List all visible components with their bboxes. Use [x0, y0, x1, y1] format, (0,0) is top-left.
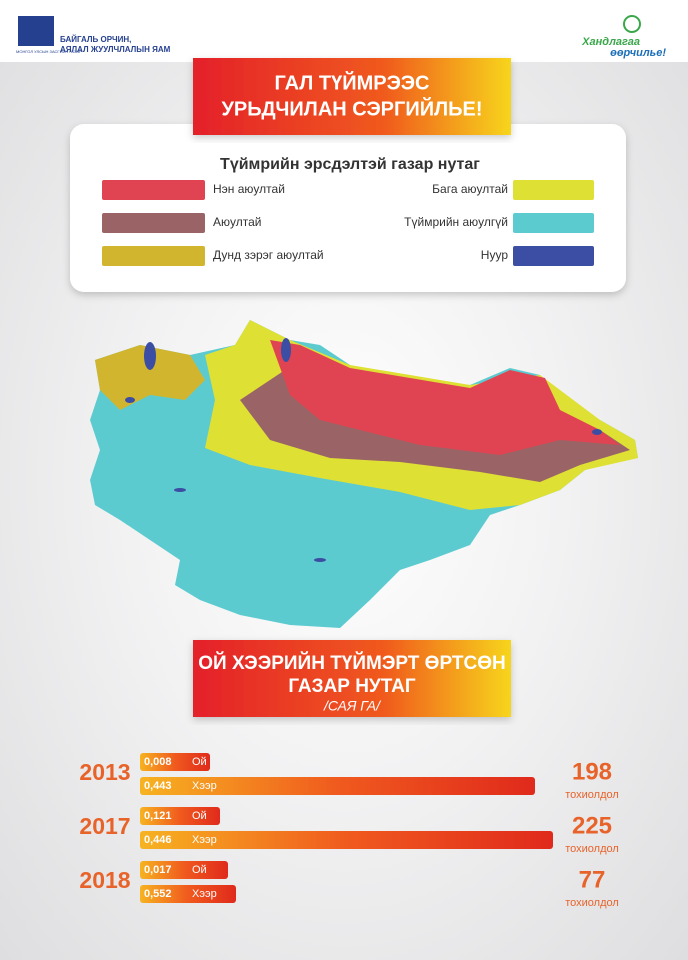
legend-swatch — [102, 246, 205, 266]
bar-label: Хээр — [192, 834, 217, 846]
bar — [140, 753, 210, 771]
legend-label: Дунд зэрэг аюултай — [213, 248, 324, 262]
legend-label: Түймрийн аюулгүй — [404, 215, 508, 229]
bar — [140, 861, 228, 879]
bar-label: Хээр — [192, 780, 217, 792]
year: 2018 — [79, 867, 130, 893]
banner-title: ГАЗАР НУТАГ — [288, 676, 416, 697]
banner-title: ГАЛ ТҮЙМРЭЭС — [275, 70, 430, 94]
legend-swatch — [102, 213, 205, 233]
map-region — [95, 345, 205, 410]
year: 2017 — [79, 813, 130, 839]
legend-title: Түймрийн эрсдэлтэй газар нутаг — [220, 156, 480, 173]
slogan: Хандлагаа — [581, 36, 640, 48]
lake — [281, 338, 291, 362]
legend-swatch — [513, 246, 594, 266]
bar-label: Хээр — [192, 888, 217, 900]
banner — [193, 640, 511, 717]
year: 2013 — [79, 759, 130, 785]
logo — [18, 16, 54, 46]
header-bg — [0, 0, 688, 62]
map-region — [270, 340, 620, 455]
legend-label: Аюултай — [213, 215, 261, 229]
legend-label: Бага аюултай — [432, 182, 508, 196]
slogan-icon — [623, 15, 641, 33]
bar-label: Ой — [192, 864, 207, 876]
count-label: тохиолдол — [565, 843, 619, 855]
legend-swatch — [513, 180, 594, 200]
banner-title: УРЬДЧИЛАН СЭРГИЙЛЬЕ! — [221, 96, 482, 120]
legend-card — [70, 124, 626, 292]
ministry: АЯЛАЛ ЖУУЛЧЛАЛЫН ЯАМ — [60, 45, 171, 54]
legend-swatch — [102, 180, 205, 200]
lake — [314, 558, 326, 562]
bar-value: 0,121 — [144, 810, 172, 822]
legend-swatch — [513, 213, 594, 233]
stats: 2013 0,008 Ой 0,443 Хээр 198 тохиолдол 2017 0,12… — [79, 753, 619, 909]
bar-value: 0,552 — [144, 888, 172, 900]
lake — [144, 342, 156, 370]
count-label: тохиолдол — [565, 789, 619, 801]
bar-value: 0,446 — [144, 834, 172, 846]
banner — [193, 58, 511, 135]
bar — [140, 777, 535, 795]
bar-value: 0,017 — [144, 864, 172, 876]
bar-value: 0,443 — [144, 780, 172, 792]
count: 77 — [579, 866, 606, 893]
count: 225 — [572, 812, 612, 839]
ministry: БАЙГАЛЬ ОРЧИН, — [60, 35, 131, 44]
ministry-small: МОНГОЛ УЛСЫН ЗАСГИЙН ГАЗАР — [16, 49, 82, 54]
lake — [174, 488, 186, 492]
bar — [140, 831, 553, 849]
banner-unit: /САЯ ГА/ — [323, 698, 382, 714]
lake — [125, 397, 135, 403]
banner-title: ОЙ ХЭЭРИЙН ТҮЙМЭРТ ӨРТСӨН — [198, 652, 505, 674]
legend: Нэн аюултай Аюултай Дунд зэрэг аюултай Бага… — [102, 180, 594, 266]
count: 198 — [572, 758, 612, 785]
lake — [592, 429, 602, 435]
bar — [140, 807, 220, 825]
bar — [140, 885, 236, 903]
bar-label: Ой — [192, 756, 207, 768]
map — [90, 320, 638, 628]
bar-label: Ой — [192, 810, 207, 822]
legend-label: Нэн аюултай — [213, 182, 285, 196]
bar-value: 0,008 — [144, 756, 172, 768]
count-label: тохиолдол — [565, 897, 619, 909]
legend-label: Нуур — [481, 248, 509, 262]
slogan: өөрчилье! — [610, 47, 666, 59]
